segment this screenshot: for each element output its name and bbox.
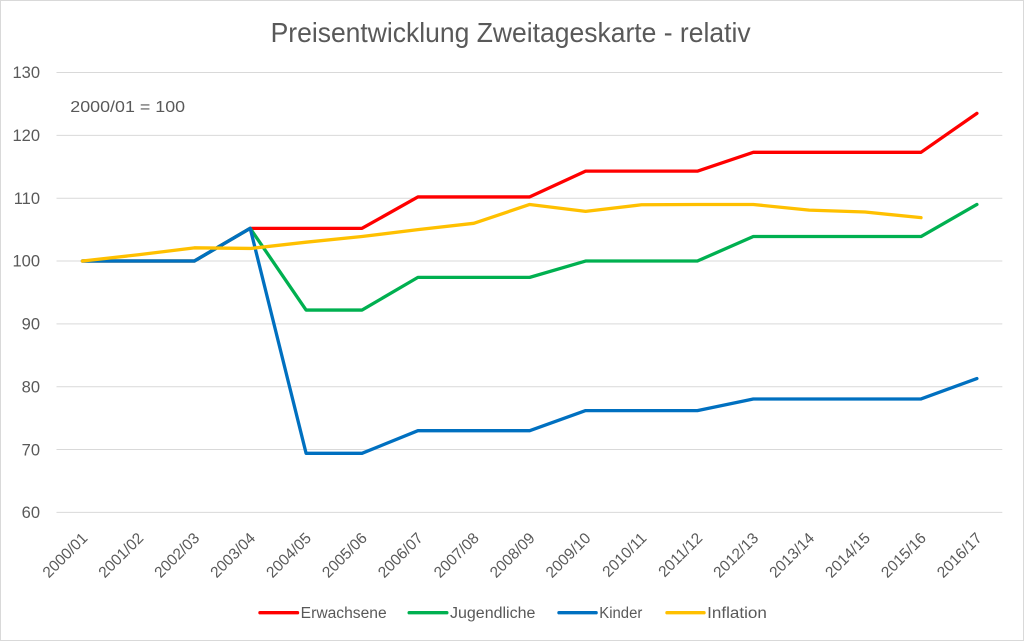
svg-text:70: 70 <box>22 441 40 459</box>
svg-text:Erwachsene: Erwachsene <box>301 605 387 622</box>
svg-text:90: 90 <box>22 316 40 334</box>
svg-text:2000/01 = 100: 2000/01 = 100 <box>70 99 185 116</box>
svg-text:110: 110 <box>14 190 40 208</box>
svg-text:120: 120 <box>12 127 40 145</box>
svg-text:80: 80 <box>22 378 40 396</box>
svg-text:Preisentwicklung Zweitageskart: Preisentwicklung Zweitageskarte - relati… <box>271 17 751 48</box>
svg-text:60: 60 <box>22 504 40 522</box>
svg-text:Inflation: Inflation <box>707 605 767 622</box>
svg-text:100: 100 <box>12 253 40 271</box>
svg-text:Jugendliche: Jugendliche <box>450 605 535 622</box>
svg-text:130: 130 <box>12 64 40 82</box>
svg-text:Kinder: Kinder <box>599 605 642 622</box>
